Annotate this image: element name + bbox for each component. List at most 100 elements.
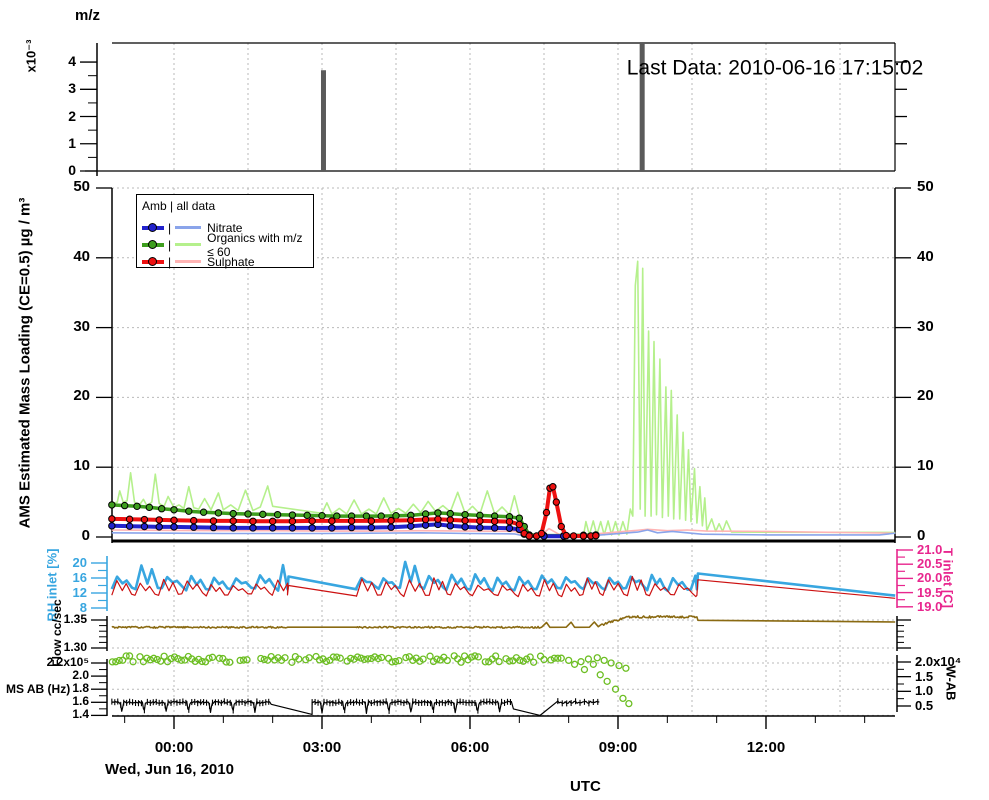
series-marker [392,512,400,520]
main-y-tick-label-right: 10 [917,457,934,475]
scatter-point [374,654,382,663]
legend-marker-icon [148,239,157,249]
series-marker [490,524,499,532]
scatter-point [471,652,479,660]
series-marker [249,524,257,532]
main-y-tick-label-right: 30 [917,317,934,335]
date-label: Wed, Jun 16, 2010 [105,761,234,778]
series-marker [170,523,178,531]
scatter-point [305,654,313,662]
scatter-point [288,658,296,666]
scatter-point [540,655,548,664]
series-marker [155,516,163,524]
series-marker [244,510,252,518]
series-marker [120,501,129,510]
scatter-point [257,654,265,663]
series-marker [125,515,134,523]
series-marker [542,508,551,517]
scatter-point [243,656,251,664]
scatter-point [526,653,534,661]
scatter-point [215,654,224,662]
top-panel-title: m/z [75,7,101,24]
series-marker [446,509,454,518]
scatter-point [607,659,615,667]
scatter-point [177,656,186,664]
scatter-point [419,655,427,663]
scatter-point [378,653,386,662]
series-marker [421,515,430,524]
series-marker [434,515,442,523]
scatter-point [596,671,604,679]
main-y-tick-label: 40 [73,247,90,265]
main-y-tick-label-right: 40 [917,247,934,265]
scatter-point [129,658,137,666]
scatter-point [384,654,393,663]
series-marker [249,517,257,525]
series-marker [434,509,442,517]
legend-entry: | Organics with m/z ≤ 60 [142,231,308,259]
scatter-point [474,653,483,661]
scatter-point [603,677,611,685]
scatter-point [139,658,148,666]
scatter-point [360,655,369,664]
scatter-point [457,658,465,666]
series-marker [108,522,116,530]
scatter-point [388,658,396,666]
scatter-point [167,654,175,663]
legend-title: Amb | all data [142,199,216,213]
scatter-point [122,652,130,660]
series-marker [525,532,533,540]
scatter-point [170,653,179,661]
wab-tick-label: 1.5 [915,668,934,684]
series-marker [562,531,570,540]
legend-entry: | Sulphate [142,253,308,270]
rh-tick-label: 20 [72,555,87,570]
series-marker [505,524,514,532]
series-marker [288,524,297,532]
x-tick-label: 09:00 [598,739,638,756]
series-marker [209,517,218,525]
flow-tick-label: 1.30 [63,640,87,654]
t-inlet-tick-label: 19.0 [917,598,943,614]
scatter-point [205,654,213,662]
series-marker [229,509,237,518]
scatter-point [108,658,116,666]
series-flow-rate [111,615,896,629]
legend-alldata-line-swatch [175,260,202,263]
scatter-point [260,655,268,664]
series-marker [579,532,588,540]
scatter-point [402,653,410,662]
mz-stick-bar [320,70,326,171]
series-marker [490,517,499,525]
series-marker [446,516,454,524]
scatter-point [495,657,503,666]
scatter-point [367,654,375,663]
scatter-point [208,653,217,661]
series-marker [170,506,178,514]
series-marker [328,517,336,525]
scatter-point [153,655,161,664]
top-y-tick-label: 4 [68,53,76,70]
scatter-point [580,665,589,674]
scatter-point [160,652,168,660]
series-marker [214,509,223,517]
scatter-point [357,654,365,662]
series-marker [259,510,267,519]
scatter-point [150,654,158,662]
series-marker [229,517,237,525]
series-marker [367,523,376,532]
series-marker [505,517,514,526]
scatter-point [239,656,248,664]
scatter-point [395,657,403,665]
top-y-tick-label: 3 [68,80,76,97]
series-marker [140,515,149,524]
legend-entry-label: Nitrate [207,220,243,235]
series-marker [515,520,524,529]
series-marker [288,511,297,519]
series-marker [308,524,316,532]
series-rh-inlet [110,560,896,597]
x-tick-label: 03:00 [302,739,342,756]
series-marker [308,517,316,525]
series-marker [407,516,415,524]
scatter-point [589,660,597,668]
